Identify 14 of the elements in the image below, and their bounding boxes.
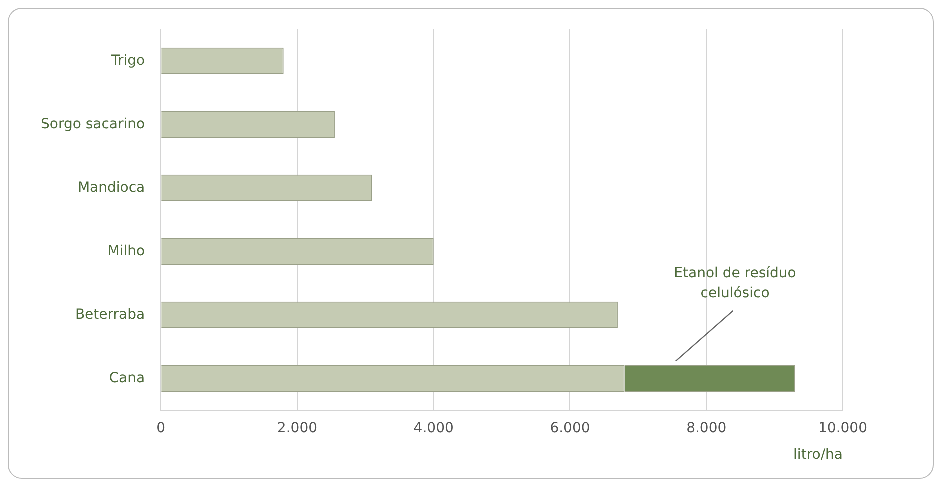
text: Etanol de resíduo celulósico (674, 266, 796, 302)
x-tick-label: 0 (156, 420, 166, 436)
x-tick-label: 4.000 (414, 420, 454, 436)
x-tick-label: 2.000 (277, 420, 318, 436)
y-tick-label: Milho (108, 243, 146, 260)
y-tick-label: Beterraba (75, 306, 146, 323)
x-tick-label: 6.000 (550, 420, 590, 436)
y-tick-label: Mandioca (78, 180, 146, 196)
x-tick-label: 8.000 (686, 420, 727, 436)
y-tick-label: Cana (109, 370, 146, 386)
y-tick-label: Sorgo sacarino (40, 116, 146, 132)
x-axis-title: litro/ha (794, 447, 843, 464)
y-tick-label: Trigo (110, 52, 146, 69)
x-tick-label: 10.000 (818, 420, 868, 436)
